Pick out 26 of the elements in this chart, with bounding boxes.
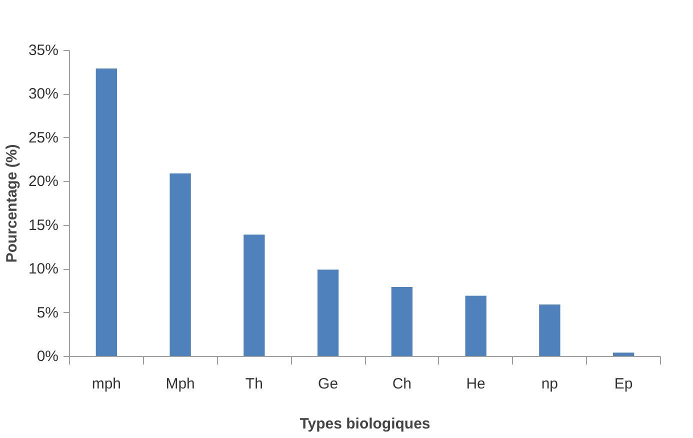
y-tick-label: 15%: [28, 216, 59, 234]
bar: [242, 234, 266, 356]
x-tick-label: mph: [92, 376, 122, 392]
x-tick-label: Th: [245, 376, 263, 392]
y-tick-label: 0%: [36, 348, 59, 365]
x-tick-label: Mph: [166, 376, 195, 392]
x-tick-label: np: [541, 376, 558, 392]
x-tick-label: Ge: [318, 376, 338, 392]
x-tick-label: He: [466, 376, 486, 392]
y-axis-title: Pourcentage (%): [3, 144, 20, 263]
bar: [168, 172, 192, 356]
bar: [94, 67, 118, 356]
y-tick-label: 35%: [28, 42, 59, 59]
y-tick-label: 5%: [36, 304, 59, 322]
x-tick-label: Ch: [392, 376, 412, 392]
bar: [316, 268, 340, 356]
x-tick-label: Ep: [614, 376, 633, 392]
bar: [538, 304, 562, 356]
bar: [464, 294, 488, 356]
bar: [390, 286, 414, 356]
y-tick-label: 25%: [28, 129, 59, 146]
y-tick-label: 30%: [28, 86, 59, 103]
y-tick-label: 10%: [28, 260, 59, 278]
y-tick-label: 20%: [28, 173, 59, 190]
bar: [612, 352, 636, 356]
x-axis-title: Types biologiques: [300, 416, 430, 432]
